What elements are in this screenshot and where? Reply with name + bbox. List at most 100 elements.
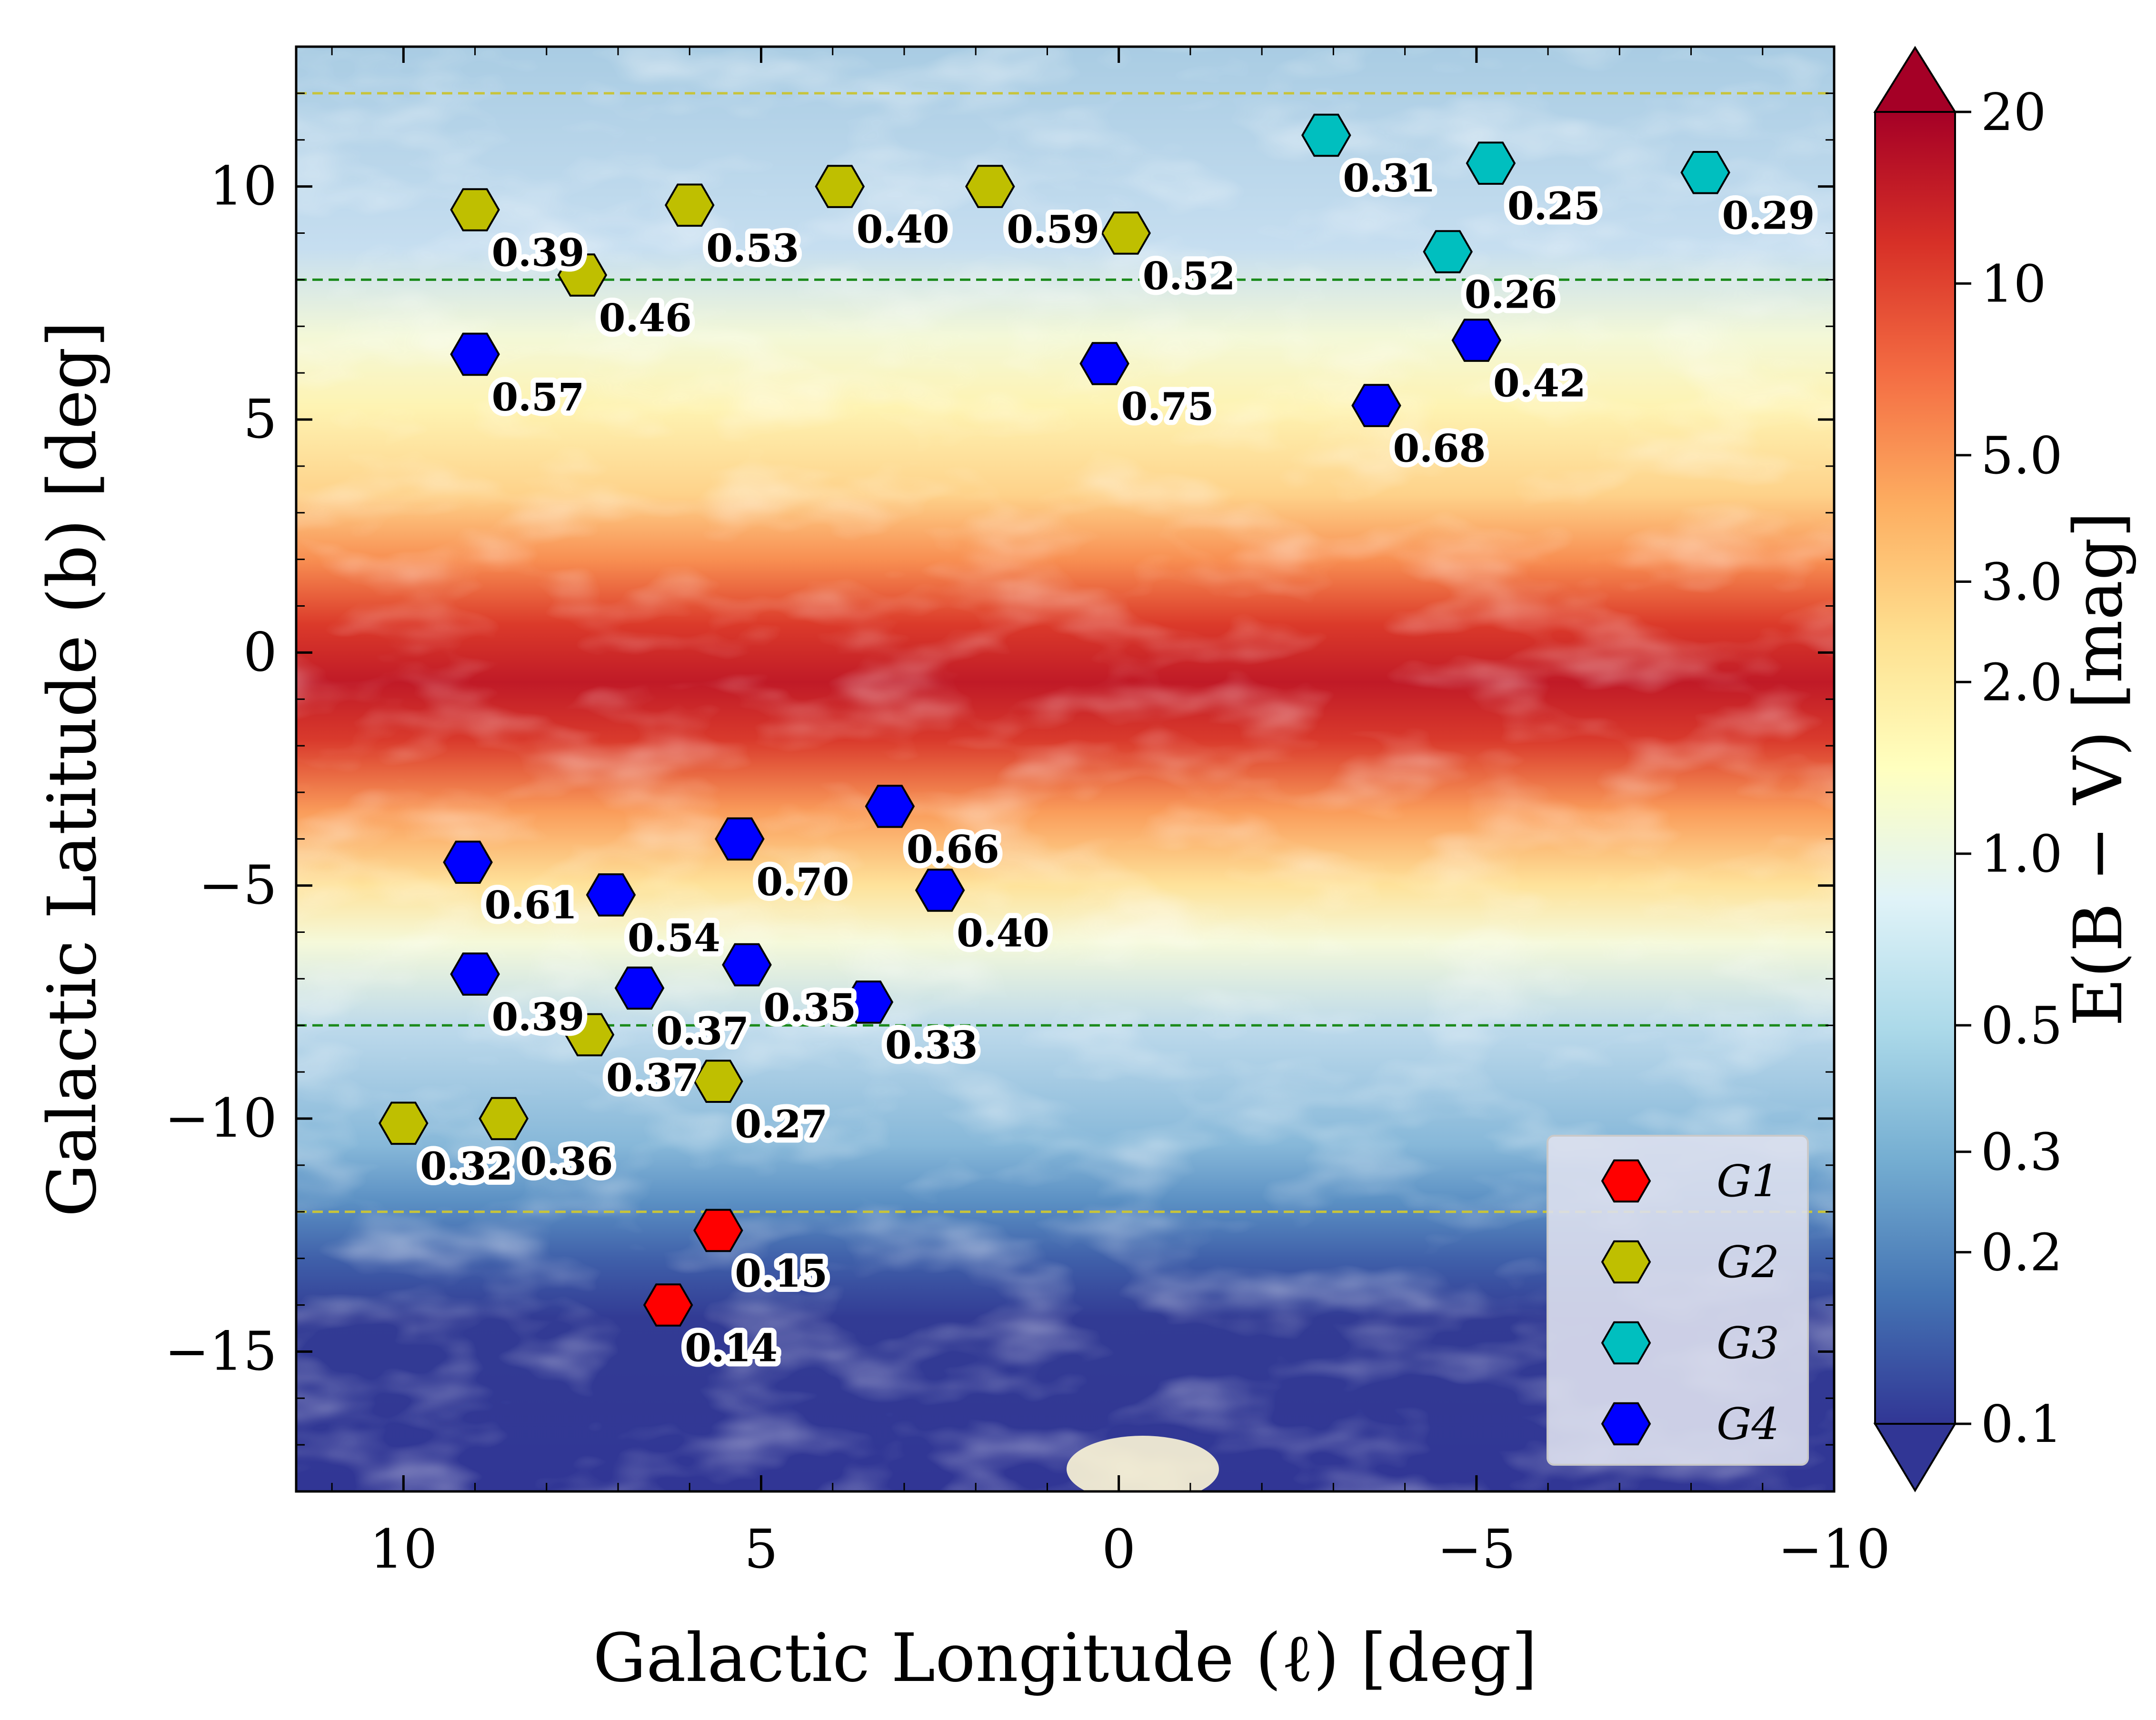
y-tick-label: −5 bbox=[199, 855, 277, 917]
point-value-label: 0.27 bbox=[735, 1102, 828, 1147]
data-points bbox=[378, 113, 1730, 1327]
point-g2 bbox=[1101, 211, 1151, 255]
point-value-label: 0.37 bbox=[606, 1055, 699, 1100]
point-g2 bbox=[450, 188, 500, 231]
point-value-label: 0.53 bbox=[706, 226, 799, 270]
y-tick-label: 10 bbox=[209, 156, 277, 218]
point-g4 bbox=[715, 817, 765, 861]
colorbar-gradient bbox=[1875, 112, 1955, 1424]
extinction-map bbox=[296, 47, 1834, 1491]
colorbar-tick-label: 10 bbox=[1981, 254, 2046, 314]
point-g4 bbox=[443, 840, 493, 884]
colorbar-extend-min bbox=[1873, 1423, 1957, 1492]
point-value-label: 0.29 bbox=[1722, 193, 1815, 238]
y-axis-title: Galactic Latitude (b) [deg] bbox=[34, 321, 111, 1217]
colorbar-tick-label: 0.1 bbox=[1981, 1395, 2063, 1454]
legend-label-g1: G1 bbox=[1717, 1156, 1779, 1207]
y-tick-label: 0 bbox=[243, 621, 277, 683]
point-g2 bbox=[378, 1101, 429, 1145]
colorbar: 20 10 5.0 3.0 2.0 1.0 0.5 0.3 0.2 0.1 E(B − V) [m… bbox=[1873, 46, 2137, 1492]
point-g3 bbox=[1680, 151, 1730, 194]
colorbar-extend-max bbox=[1873, 46, 1957, 113]
colorbar-tick-label: 0.5 bbox=[1981, 996, 2063, 1056]
y-tick-label: −10 bbox=[165, 1088, 277, 1150]
point-value-label: 0.75 bbox=[1121, 384, 1214, 429]
point-g3 bbox=[1301, 113, 1351, 157]
point-g4 bbox=[450, 952, 500, 996]
point-g2 bbox=[557, 253, 608, 297]
colorbar-tick-label: 0.3 bbox=[1981, 1123, 2063, 1182]
point-g4 bbox=[1079, 342, 1129, 385]
legend-marker-g3 bbox=[1601, 1321, 1651, 1365]
point-value-label: 0.52 bbox=[1143, 253, 1236, 298]
y-tick-label: −15 bbox=[165, 1320, 277, 1382]
x-tick-label: −5 bbox=[1437, 1519, 1516, 1580]
point-value-label: 0.26 bbox=[1465, 272, 1557, 317]
plot-frame bbox=[295, 45, 1836, 1493]
point-value-label: 0.14 bbox=[685, 1326, 778, 1370]
legend-label-g3: G3 bbox=[1717, 1318, 1779, 1369]
point-value-label: 0.32 bbox=[420, 1144, 513, 1189]
point-g4 bbox=[586, 873, 636, 917]
x-tick-label: 5 bbox=[744, 1519, 778, 1580]
colorbar-ticks: 20 10 5.0 3.0 2.0 1.0 0.5 0.3 0.2 0.1 bbox=[1955, 83, 2063, 1454]
point-value-label: 0.37 bbox=[656, 1009, 749, 1053]
colorbar-tick-label: 0.2 bbox=[1981, 1223, 2063, 1283]
colorbar-label: E(B − V) [mag] bbox=[2060, 511, 2137, 1026]
legend-label-g2: G2 bbox=[1717, 1237, 1779, 1288]
point-value-label: 0.36 bbox=[520, 1139, 613, 1184]
point-value-label: 0.61 bbox=[485, 883, 578, 928]
colorbar-tick-label: 20 bbox=[1981, 83, 2046, 142]
legend-marker-g2 bbox=[1601, 1240, 1651, 1284]
legend-box bbox=[1547, 1135, 1809, 1466]
x-axis-title: Galactic Longitude (ℓ) [deg] bbox=[593, 1620, 1537, 1697]
legend-label-g4: G4 bbox=[1717, 1399, 1779, 1450]
legend: G1 G2 G3 G4 bbox=[1547, 1135, 1809, 1466]
x-tick-label: 10 bbox=[369, 1519, 438, 1580]
point-g1 bbox=[643, 1283, 693, 1327]
point-g4 bbox=[865, 785, 915, 828]
point-value-label: 0.70 bbox=[756, 860, 849, 904]
point-g4 bbox=[843, 980, 894, 1024]
x-tick-label: 0 bbox=[1102, 1519, 1136, 1580]
y-axis-ticks: 10 5 0 −5 −10 −15 bbox=[165, 92, 1834, 1446]
point-g2 bbox=[664, 183, 715, 227]
point-g2 bbox=[965, 165, 1015, 208]
point-g2 bbox=[479, 1097, 529, 1140]
colorbar-tick-label: 2.0 bbox=[1981, 653, 2063, 712]
legend-marker-g4 bbox=[1601, 1402, 1651, 1446]
point-value-label: 0.40 bbox=[957, 910, 1049, 955]
point-g2 bbox=[815, 165, 865, 208]
point-value-label: 0.46 bbox=[599, 296, 692, 340]
point-value-label: 0.54 bbox=[628, 915, 720, 960]
colorbar-tick-label: 1.0 bbox=[1981, 825, 2063, 884]
point-g3 bbox=[1466, 141, 1516, 185]
point-value-label: 0.33 bbox=[885, 1022, 978, 1067]
point-value-label: 0.35 bbox=[763, 985, 856, 1030]
point-g4 bbox=[915, 869, 965, 912]
point-g2 bbox=[564, 1013, 615, 1057]
point-value-label: 0.25 bbox=[1507, 184, 1600, 229]
point-value-label: 0.66 bbox=[907, 827, 999, 871]
point-g4 bbox=[1351, 384, 1401, 427]
point-value-label: 0.40 bbox=[857, 207, 949, 252]
point-g4 bbox=[722, 943, 772, 987]
point-g4 bbox=[614, 966, 665, 1010]
colorbar-tick-label: 3.0 bbox=[1981, 552, 2063, 612]
point-g2 bbox=[693, 1060, 743, 1103]
y-tick-label: 5 bbox=[243, 389, 277, 450]
point-value-label: 0.15 bbox=[735, 1251, 828, 1296]
legend-marker-g1 bbox=[1601, 1159, 1651, 1203]
point-value-label: 0.39 bbox=[492, 995, 585, 1040]
point-value-label: 0.31 bbox=[1343, 156, 1436, 200]
point-value-label: 0.42 bbox=[1493, 361, 1586, 406]
point-value-label: 0.68 bbox=[1393, 426, 1486, 471]
point-g3 bbox=[1423, 230, 1473, 273]
x-tick-label: −10 bbox=[1778, 1519, 1890, 1580]
point-value-label: 0.39 bbox=[492, 230, 585, 275]
x-axis-ticks: 10 5 0 −5 −10 bbox=[331, 47, 1890, 1580]
colorbar-frame bbox=[1874, 111, 1956, 1425]
point-value-label: 0.57 bbox=[492, 375, 585, 420]
colorbar-tick-label: 5.0 bbox=[1981, 426, 2063, 486]
